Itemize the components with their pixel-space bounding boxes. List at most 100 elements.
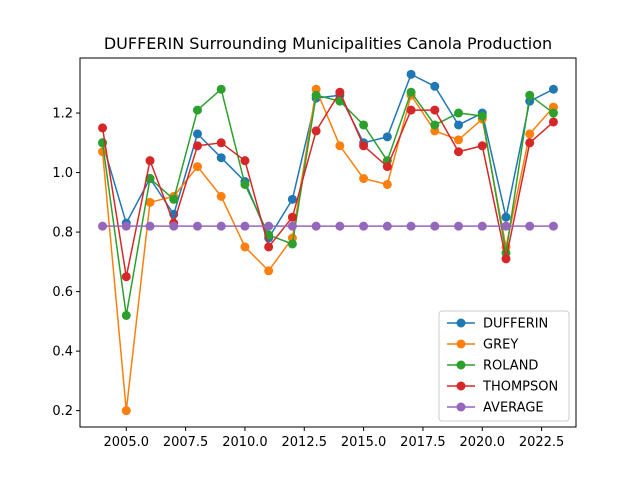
- data-point-dufferin: [430, 81, 440, 91]
- data-point-roland: [359, 120, 369, 130]
- data-point-grey: [382, 179, 392, 189]
- x-tick-label: 2017.5: [400, 435, 446, 450]
- data-point-grey: [240, 242, 250, 252]
- data-point-roland: [311, 90, 321, 100]
- data-point-grey: [264, 266, 274, 276]
- data-point-grey: [454, 135, 464, 145]
- data-point-average: [192, 221, 202, 231]
- legend-label-grey: GREY: [483, 338, 518, 353]
- data-point-grey: [192, 162, 202, 172]
- data-point-thompson: [525, 138, 535, 148]
- legend-marker-dufferin: [456, 318, 466, 328]
- data-point-thompson: [548, 117, 558, 127]
- data-point-thompson: [501, 254, 511, 264]
- plot-series-group: [98, 69, 558, 416]
- legend-label-roland: ROLAND: [483, 359, 538, 374]
- data-point-average: [359, 221, 369, 231]
- x-tick-label: 2005.0: [104, 435, 150, 450]
- data-point-average: [406, 221, 416, 231]
- data-point-roland: [477, 111, 487, 121]
- x-axis: 2005.0 2007.5 2010.0 2012.5 2015.0 2017.5 2020…: [104, 427, 565, 450]
- data-point-thompson: [121, 272, 131, 282]
- data-point-average: [501, 221, 511, 231]
- data-point-average: [548, 221, 558, 231]
- data-point-roland: [216, 84, 226, 94]
- data-point-average: [169, 221, 179, 231]
- data-point-dufferin: [382, 132, 392, 142]
- data-point-roland: [287, 239, 297, 249]
- chart-title: DUFFERIN Surrounding Municipalities Cano…: [104, 34, 552, 53]
- legend-label-dufferin: DUFFERIN: [483, 317, 548, 332]
- x-tick-label: 2012.5: [282, 435, 328, 450]
- y-tick-label: 0.8: [52, 226, 73, 241]
- data-point-grey: [359, 174, 369, 184]
- data-point-grey: [216, 191, 226, 201]
- y-tick-label: 0.4: [52, 345, 73, 360]
- y-tick-label: 0.2: [52, 404, 73, 419]
- y-axis: 0.2 0.4 0.6 0.8 1.0 1.2: [52, 107, 80, 419]
- data-point-thompson: [382, 162, 392, 172]
- series-line-grey: [101, 88, 555, 412]
- y-tick-label: 1.2: [52, 107, 73, 122]
- series-line-roland: [101, 88, 554, 317]
- x-tick-label: 2022.5: [519, 435, 565, 450]
- data-point-average: [454, 221, 464, 231]
- data-point-thompson: [240, 156, 250, 166]
- legend-box: [438, 310, 570, 422]
- legend-marker-grey: [456, 339, 466, 349]
- data-point-average: [382, 221, 392, 231]
- data-point-thompson: [406, 105, 416, 115]
- data-point-thompson: [477, 141, 487, 151]
- data-point-thompson: [359, 141, 369, 151]
- data-point-average: [216, 221, 226, 231]
- data-point-average: [335, 221, 345, 231]
- data-point-roland: [121, 310, 131, 320]
- legend-marker-roland: [456, 360, 466, 370]
- data-point-roland: [145, 174, 155, 184]
- data-point-dufferin: [192, 129, 202, 139]
- data-point-average: [311, 221, 321, 231]
- y-tick-label: 1.0: [52, 166, 73, 181]
- data-point-thompson: [430, 105, 440, 115]
- x-tick-label: 2007.5: [163, 435, 209, 450]
- data-point-thompson: [335, 87, 345, 97]
- data-point-roland: [240, 179, 250, 189]
- legend-label-thompson: THOMPSON: [482, 380, 558, 395]
- data-point-dufferin: [216, 153, 226, 163]
- data-point-roland: [192, 105, 202, 115]
- data-point-roland: [454, 108, 464, 118]
- legend: DUFFERIN GREY ROLAND THOMPSON AVERAGE: [438, 310, 570, 422]
- x-tick-label: 2010.0: [222, 435, 268, 450]
- data-point-roland: [525, 90, 535, 100]
- data-point-thompson: [145, 156, 155, 166]
- data-point-roland: [548, 108, 558, 118]
- x-tick-label: 2020.0: [460, 435, 506, 450]
- data-point-average: [287, 221, 297, 231]
- data-point-average: [98, 221, 108, 231]
- data-point-thompson: [98, 123, 108, 133]
- data-point-average: [430, 221, 440, 231]
- data-point-dufferin: [406, 69, 416, 79]
- data-point-roland: [406, 87, 416, 97]
- data-point-thompson: [216, 138, 226, 148]
- data-point-grey: [145, 197, 155, 207]
- data-point-grey: [121, 406, 131, 416]
- data-point-thompson: [287, 212, 297, 222]
- data-point-dufferin: [287, 194, 297, 204]
- data-point-average: [525, 221, 535, 231]
- data-point-thompson: [192, 141, 202, 151]
- y-tick-label: 0.6: [52, 285, 73, 300]
- data-point-grey: [335, 141, 345, 151]
- data-point-dufferin: [501, 212, 511, 222]
- data-point-average: [145, 221, 155, 231]
- data-point-dufferin: [454, 120, 464, 130]
- legend-marker-average: [456, 402, 466, 412]
- data-point-roland: [430, 120, 440, 130]
- legend-label-average: AVERAGE: [483, 401, 544, 416]
- data-point-average: [121, 221, 131, 231]
- data-point-thompson: [311, 126, 321, 136]
- plot-frame: [79, 57, 577, 428]
- data-point-average: [240, 221, 250, 231]
- data-point-average: [477, 221, 487, 231]
